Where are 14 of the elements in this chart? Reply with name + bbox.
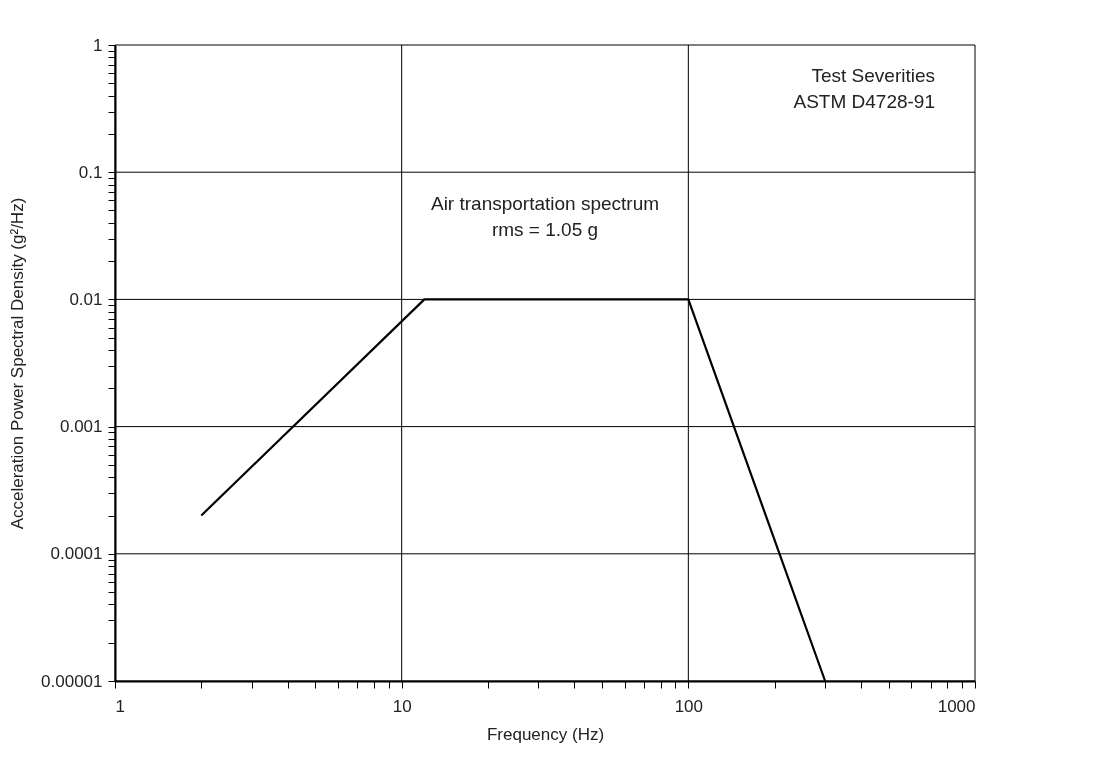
x-tick-label: 1 — [115, 696, 125, 716]
annotation: Test Severities ASTM D4728-91 — [793, 65, 935, 112]
y-tick-label: 0.0001 — [50, 544, 103, 564]
y-tick-label: 0.01 — [69, 289, 103, 309]
y-tick-label: 0.00001 — [41, 671, 103, 691]
y-tick-label: 0.001 — [59, 417, 103, 437]
annotation: Air transportation spectrum rms = 1.05 g — [430, 193, 660, 240]
y-axis-title: Acceleration Power Spectral Density (g²/Hz) — [8, 197, 28, 530]
x-tick-label: 10 — [392, 696, 412, 716]
y-tick-label: 1 — [93, 35, 103, 55]
y-tick-label: 0.1 — [78, 162, 103, 182]
x-axis-title: Frequency (Hz) — [486, 724, 605, 744]
x-tick-label: 1000 — [937, 696, 976, 716]
x-tick-label: 100 — [674, 696, 704, 716]
